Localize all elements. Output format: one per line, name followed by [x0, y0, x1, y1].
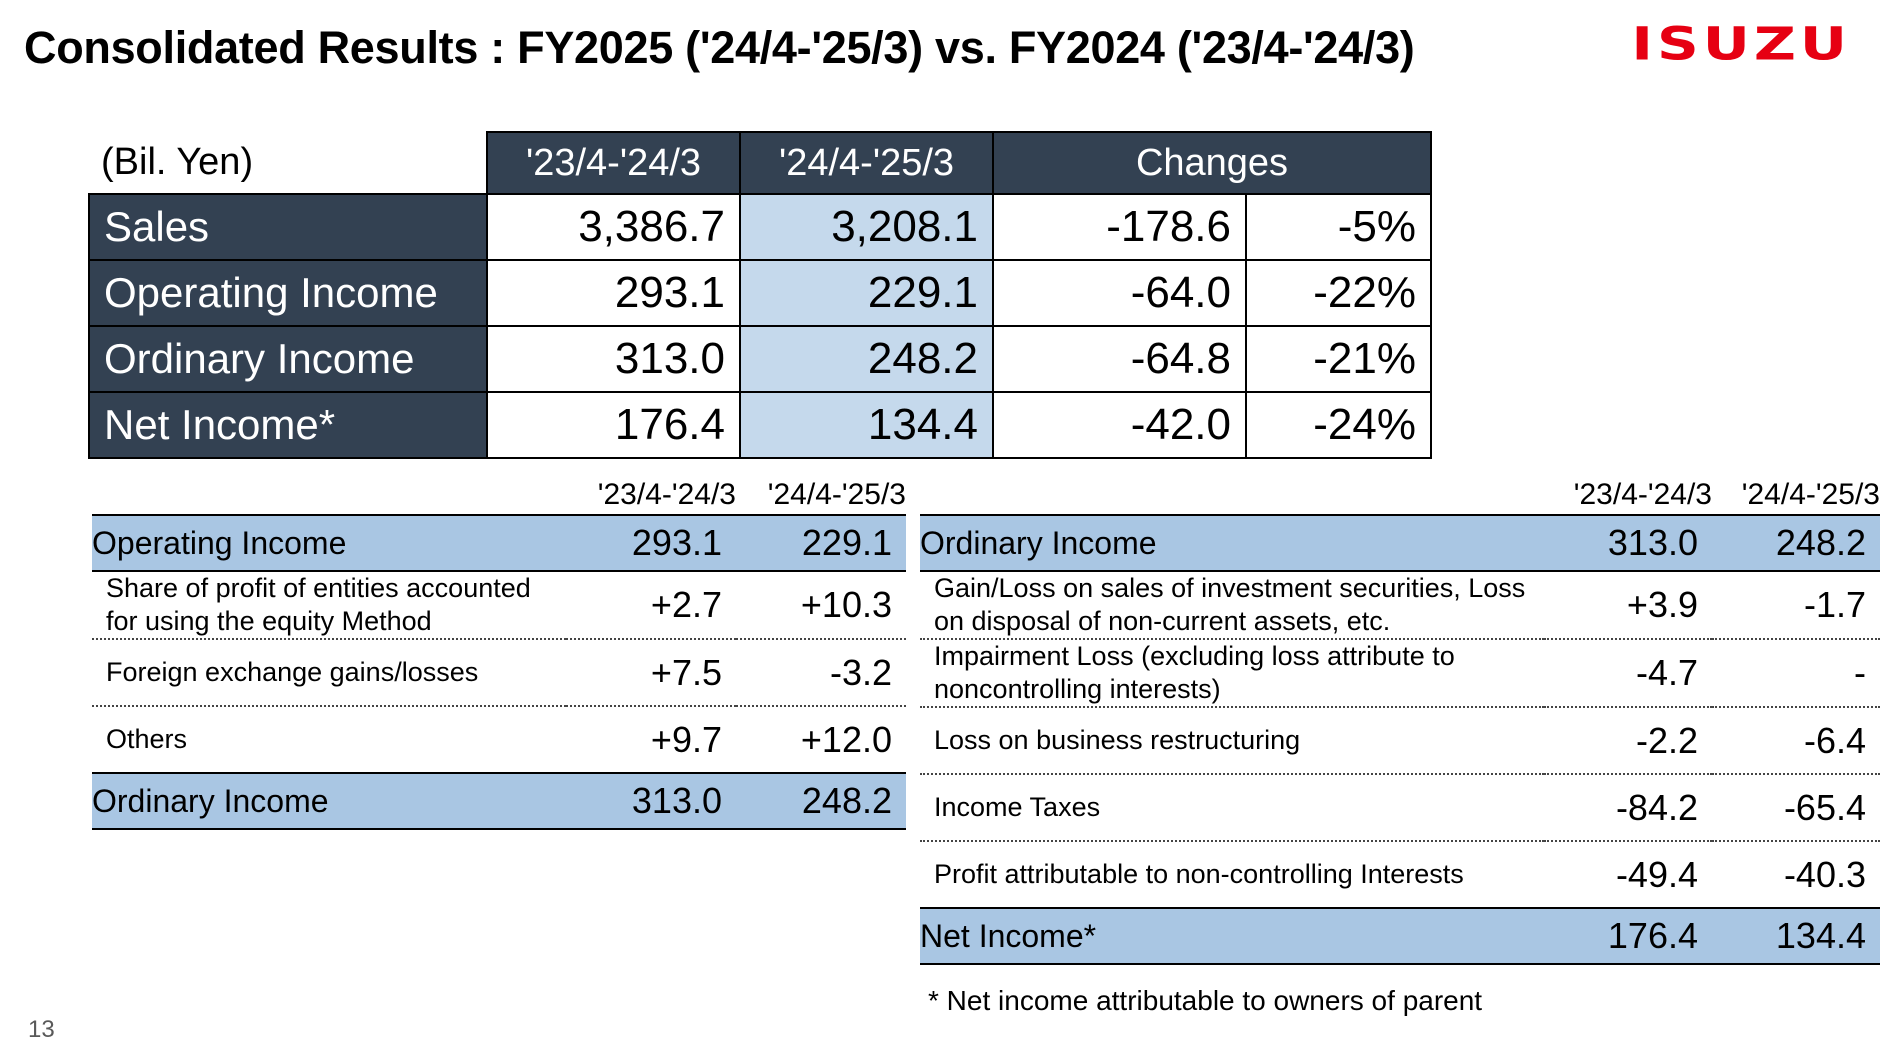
- footnote: * Net income attributable to owners of p…: [928, 985, 1483, 1016]
- row-label: Others: [106, 724, 188, 754]
- value-prev: 313.0: [1544, 514, 1712, 572]
- value-cur: 134.4: [739, 391, 994, 459]
- table-row: Ordinary Income 313.0 248.2 -64.8 -21%: [88, 325, 1432, 393]
- row-label: Ordinary Income: [88, 325, 488, 393]
- value-cur: -: [1712, 639, 1880, 708]
- row-label: Loss on business restructuring: [920, 707, 1544, 775]
- table-row: Net Income* 176.4 134.4: [920, 907, 1880, 965]
- value-prev: -49.4: [1615, 853, 1698, 895]
- table-row: Share of profit of entities accounted fo…: [92, 571, 906, 640]
- column-header-prev: '23/4-'24/3: [597, 478, 736, 511]
- value-cur: 3,208.1: [739, 193, 994, 261]
- column-header-prev: '23/4-'24/3: [1573, 478, 1712, 511]
- table-row: Sales 3,386.7 3,208.1 -178.6 -5%: [88, 193, 1432, 261]
- table-row: Impairment Loss (excluding loss attribut…: [920, 639, 1880, 708]
- value-prev: -2.2: [1544, 707, 1712, 775]
- column-header-cur: '24/4-'25/3: [767, 478, 906, 511]
- value-cur: -6.4: [1712, 707, 1880, 775]
- value-pct: -21%: [1245, 325, 1432, 393]
- row-label: Ordinary Income: [920, 514, 1544, 572]
- value-change: -64.0: [992, 259, 1247, 327]
- value-cur: 229.1: [736, 514, 906, 572]
- table-row: Income Taxes -84.2 -65.4: [920, 774, 1880, 842]
- value-pct: -22%: [1245, 259, 1432, 327]
- page-title: Consolidated Results : FY2025 ('24/4-'25…: [24, 22, 1415, 73]
- value-prev: -4.7: [1544, 639, 1712, 708]
- value-cur: 134.4: [1712, 907, 1880, 965]
- value-cur: 229.1: [739, 259, 994, 327]
- row-label: Profit attributable to non-controlling I…: [934, 859, 1464, 889]
- column-header-cur: '24/4-'25/3: [1741, 478, 1880, 511]
- row-label: Operating Income: [92, 514, 566, 572]
- value-change: -64.8: [992, 325, 1247, 393]
- row-label: Income Taxes: [920, 774, 1544, 842]
- table-row: Operating Income 293.1 229.1: [92, 514, 906, 572]
- value-pct: -5%: [1245, 193, 1432, 261]
- column-header-prev: '23/4-'24/3: [486, 131, 740, 194]
- value-cur: -3.2: [736, 639, 906, 707]
- value-prev: +3.9: [1544, 571, 1712, 640]
- value-prev: +9.7: [650, 718, 722, 760]
- table-row: Loss on business restructuring -2.2 -6.4: [920, 707, 1880, 775]
- value-cur: +10.3: [736, 571, 906, 640]
- value-change: -178.6: [992, 193, 1247, 261]
- table-row: Foreign exchange gains/losses +7.5 -3.2: [92, 639, 906, 707]
- value-prev: 293.1: [566, 514, 736, 572]
- value-prev: 176.4: [486, 391, 741, 459]
- isuzu-logo: ISUZU: [1631, 17, 1851, 71]
- row-label: Impairment Loss (excluding loss attribut…: [920, 639, 1544, 708]
- value-cur: +12.0: [800, 718, 892, 760]
- table-row: Net Income* 176.4 134.4 -42.0 -24%: [88, 391, 1432, 459]
- value-prev: 3,386.7: [486, 193, 741, 261]
- row-label: Gain/Loss on sales of investment securit…: [920, 571, 1544, 640]
- table-row: Profit attributable to non-controlling I…: [920, 841, 1880, 908]
- row-label: Share of profit of entities accounted fo…: [92, 571, 566, 640]
- value-cur: -1.7: [1712, 571, 1880, 640]
- value-prev: 293.1: [486, 259, 741, 327]
- value-prev: 313.0: [486, 325, 741, 393]
- value-cur: -40.3: [1783, 853, 1866, 895]
- value-cur: 248.2: [736, 772, 906, 830]
- table-row: Operating Income 293.1 229.1 -64.0 -22%: [88, 259, 1432, 327]
- value-pct: -24%: [1245, 391, 1432, 459]
- value-prev: 176.4: [1544, 907, 1712, 965]
- table-row: Ordinary Income 313.0 248.2: [920, 514, 1880, 572]
- value-prev: +7.5: [566, 639, 736, 707]
- unit-label: (Bil. Yen): [89, 132, 487, 194]
- value-prev: 313.0: [566, 772, 736, 830]
- table-row: Ordinary Income 313.0 248.2: [92, 772, 906, 830]
- value-prev: -84.2: [1544, 774, 1712, 842]
- value-cur: 248.2: [739, 325, 994, 393]
- operating-to-ordinary-table: '23/4-'24/3 '24/4-'25/3 Operating Income…: [92, 471, 906, 830]
- table-row: Gain/Loss on sales of investment securit…: [920, 571, 1880, 640]
- column-header-cur: '24/4-'25/3: [739, 131, 993, 194]
- page-number: 13: [28, 1016, 55, 1043]
- value-cur: 248.2: [1712, 514, 1880, 572]
- row-label: Sales: [88, 193, 488, 261]
- value-change: -42.0: [992, 391, 1247, 459]
- value-cur: -65.4: [1712, 774, 1880, 842]
- ordinary-to-net-table: '23/4-'24/3 '24/4-'25/3 Ordinary Income …: [920, 471, 1880, 965]
- column-header-changes: Changes: [992, 131, 1432, 194]
- row-label: Operating Income: [88, 259, 488, 327]
- consolidated-summary-table: (Bil. Yen) '23/4-'24/3 '24/4-'25/3 Chang…: [88, 131, 1432, 459]
- row-label: Ordinary Income: [92, 772, 566, 830]
- row-label: Net Income*: [88, 391, 488, 459]
- table-row: Others +9.7 +12.0: [92, 706, 906, 773]
- value-prev: +2.7: [566, 571, 736, 640]
- row-label: Net Income*: [920, 907, 1544, 965]
- row-label: Foreign exchange gains/losses: [92, 639, 566, 707]
